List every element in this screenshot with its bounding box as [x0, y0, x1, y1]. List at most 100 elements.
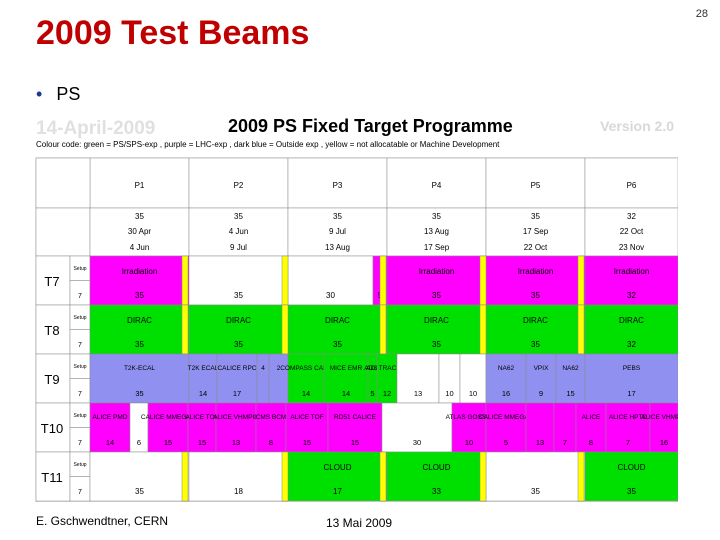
period-header-cell: [584, 157, 678, 209]
period-end: 9 Jul: [230, 243, 247, 252]
block-label: AD3: [366, 365, 379, 372]
block-days: 35: [135, 291, 144, 300]
period-start: 4 Jun: [229, 227, 249, 236]
schedule-block: [525, 402, 555, 453]
md-stripe: [479, 304, 487, 355]
schedule-block: [287, 304, 388, 355]
block-label: CLOUD: [323, 463, 351, 472]
beamline-name: T7: [44, 274, 59, 289]
ps-programme-table: 14-April-2009 2009 PS Fixed Target Progr…: [34, 110, 678, 502]
schedule-block: [287, 353, 325, 404]
period-name: P3: [333, 181, 343, 190]
setup-days: 7: [78, 440, 82, 447]
block-label: DIRAC: [523, 316, 548, 325]
block-label: Irradiation: [614, 267, 650, 276]
block-label: ALICE TOF: [290, 414, 323, 421]
footer-author: E. Gschwendtner, CERN: [36, 514, 169, 528]
block-label: CALICE RPC: [217, 365, 256, 372]
beamline-name: T10: [41, 421, 63, 436]
schedule-block: [605, 402, 651, 453]
block-label: DIRAC: [325, 316, 350, 325]
block-label: CALICE MMEGAS: [479, 414, 534, 421]
block-days: 35: [627, 487, 636, 496]
block-label: Irradiation: [122, 267, 158, 276]
schedule-block: [256, 353, 270, 404]
block-label: ALICE HPTD: [609, 414, 648, 421]
block-days: 10: [445, 389, 453, 398]
period-dates-cell: [188, 207, 289, 257]
block-days: 7: [563, 438, 567, 447]
block-days: 35: [333, 340, 342, 349]
period-end: 4 Jun: [130, 243, 150, 252]
programme-date: 14-April-2009: [36, 118, 156, 139]
block-days: 13: [232, 438, 240, 447]
period-end: 23 Nov: [619, 243, 644, 252]
block-label: DIRAC: [424, 316, 449, 325]
programme-color-code: Colour code: green = PS/SPS-exp , purple…: [36, 140, 500, 149]
block-days: 32: [627, 291, 636, 300]
dates-corner: [35, 207, 91, 257]
block-days: 7: [626, 438, 630, 447]
block-days: 14: [342, 389, 350, 398]
block-label: CALICE MMEGAS: [141, 414, 196, 421]
period-dates-cell: [386, 207, 487, 257]
block-label: NA62: [498, 365, 515, 372]
block-days: 6: [137, 438, 141, 447]
schedule-block: [649, 402, 678, 453]
block-days: 35: [531, 291, 540, 300]
block-label: ALICE PMD: [92, 414, 127, 421]
block-days: 35: [432, 291, 441, 300]
block-days: 18: [234, 487, 243, 496]
block-label: ALICE: [582, 414, 601, 421]
bullet-dot-icon: •: [36, 84, 43, 104]
block-days: 35: [135, 340, 144, 349]
block-days: 15: [566, 389, 574, 398]
block-label: VPIX: [534, 365, 549, 372]
schedule-block: [525, 353, 557, 404]
block-label: RD51 CALICE: [334, 414, 377, 421]
beamline-label-cell: [35, 353, 71, 404]
block-days: 30: [413, 438, 421, 447]
period-end: 22 Oct: [524, 243, 548, 252]
schedule-block: [485, 353, 527, 404]
schedule-block: [268, 353, 289, 404]
md-stripe: [577, 255, 585, 306]
schedule-block: [381, 402, 453, 453]
block-days: 35: [135, 389, 143, 398]
block-days: 33: [432, 487, 441, 496]
block-days: 12: [383, 389, 391, 398]
md-stripe: [181, 304, 189, 355]
md-stripe: [181, 255, 189, 306]
period-days: 35: [234, 212, 243, 221]
block-days: 9: [539, 389, 543, 398]
md-stripe: [379, 255, 387, 306]
schedule-block: [575, 402, 607, 453]
block-days: 14: [106, 438, 114, 447]
period-start: 13 Aug: [424, 227, 449, 236]
block-label: PEBS: [623, 365, 641, 372]
block-days: 15: [303, 438, 311, 447]
period-start: 17 Sep: [523, 227, 549, 236]
block-label: AD3 TRACKER: [364, 365, 410, 372]
block-label: CMS BCM: [256, 414, 287, 421]
period-start: 9 Jul: [329, 227, 346, 236]
block-label: ALICE VHMPID: [641, 414, 678, 421]
block-days: 10: [469, 389, 477, 398]
block-label: MICE EMR: [330, 365, 363, 372]
block-days: 14: [199, 389, 207, 398]
period-days: 35: [432, 212, 441, 221]
schedule-block: [584, 255, 678, 306]
schedule-grid: P1 P2 P3 P4 P5 P6 35 30 Apr 4 Jun 35 4 Jun 9 Jul 35 9…: [35, 157, 678, 502]
schedule-block: [386, 304, 487, 355]
period-days: 32: [627, 212, 636, 221]
block-label: DIRAC: [226, 316, 251, 325]
period-name: P2: [234, 181, 244, 190]
schedule-block: [188, 255, 289, 306]
period-dates-cell: [485, 207, 586, 257]
period-days: 35: [333, 212, 342, 221]
md-stripe: [479, 451, 487, 502]
period-days: 35: [531, 212, 540, 221]
period-name: P5: [531, 181, 541, 190]
setup-label: Setup: [73, 413, 86, 419]
schedule-block: [255, 402, 287, 453]
